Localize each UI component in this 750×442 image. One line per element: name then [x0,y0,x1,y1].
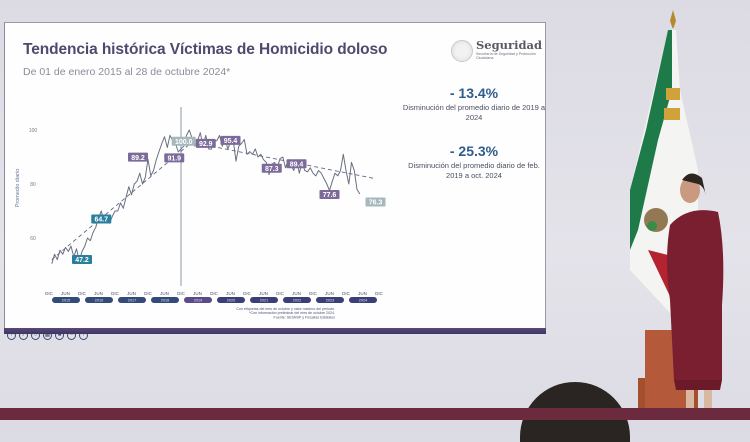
x-tick-label: JUN [259,291,268,296]
x-tick-label: JUN [193,291,202,296]
year-pill: 2015 [52,297,80,303]
year-pill: 2022 [283,297,311,303]
x-tick-label: JUN [61,291,70,296]
x-tick-label: DIC [210,291,219,296]
year-pill: 2019 [184,297,212,303]
y-tick-label: 100 [29,128,38,134]
data-label: 100.0 [171,136,196,146]
footnote-line: Fuente: SESNSP y Fiscalías Estatales [274,315,336,319]
svg-text:92.9: 92.9 [199,141,213,148]
footnote-line: *Con información preliminar del mes de o… [249,311,335,315]
x-tick-label: JUN [358,291,367,296]
svg-text:2022: 2022 [293,299,301,303]
presentation-slide: Tendencia histórica Víctimas de Homicidi… [4,22,549,340]
x-tick-label: DIC [111,291,120,296]
year-pill: 2016 [85,297,113,303]
svg-text:2017: 2017 [128,299,136,303]
x-tick-label: DIC [243,291,252,296]
svg-text:2015: 2015 [62,299,70,303]
svg-text:95.4: 95.4 [224,138,238,145]
trend-line [51,143,191,260]
svg-text:2024: 2024 [359,299,367,303]
footnote-line: Con etiquetas del mes de octubre y valor… [236,307,335,311]
svg-text:91.9: 91.9 [167,155,181,162]
svg-text:2016: 2016 [95,299,103,303]
x-tick-label: DIC [309,291,318,296]
svg-text:87.3: 87.3 [265,166,279,173]
svg-text:64.7: 64.7 [94,217,108,224]
data-label: 89.2 [128,152,148,162]
svg-text:2021: 2021 [260,299,268,303]
trend-line [183,140,376,180]
year-pill: 2020 [217,297,245,303]
stat-2019-2024: - 13.4% Disminución del promedio diario … [399,85,549,122]
homicide-daily-average-line [51,129,361,264]
svg-text:2019: 2019 [194,299,202,303]
logo-subtitle: Secretaría de Seguridad y Protección Ciu… [476,52,536,61]
y-tick-label: 80 [30,182,36,188]
svg-text:89.4: 89.4 [290,161,304,168]
svg-text:47.2: 47.2 [75,257,89,264]
year-pill: 2024 [349,297,377,303]
data-label: 91.9 [164,153,185,162]
stat-value: - 25.3% [449,143,499,159]
year-pill: 2023 [316,297,344,303]
x-tick-label: DIC [144,291,153,296]
x-tick-label: DIC [276,291,285,296]
x-tick-label: JUN [292,291,301,296]
speaker [667,173,724,410]
stat-description: Disminución del promedio diario de feb. … [408,161,540,180]
svg-text:100.0: 100.0 [175,139,193,146]
x-tick-label: JUN [325,291,334,296]
x-tick-label: DIC [375,291,384,296]
flagpole-finial [670,10,676,28]
data-label: 89.4 [286,159,307,168]
floor-carpet [0,408,750,420]
logo-name: Seguridad [476,38,542,52]
slide-bottom-bar [4,328,546,334]
x-tick-label: JUN [127,291,136,296]
data-label: 92.9 [195,138,216,148]
x-tick-label: DIC [342,291,351,296]
seguridad-logo: Seguridad Secretaría de Seguridad y Prot… [451,38,542,66]
svg-text:2018: 2018 [161,299,169,303]
x-tick-label: DIC [45,291,54,296]
svg-text:77.6: 77.6 [323,192,337,199]
stat-description: Disminución del promedio diario de 2019 … [402,103,546,122]
data-label: 64.7 [91,214,112,224]
stat-feb2019-oct2024: - 25.3% Disminución del promedio diario … [399,143,549,180]
data-label: 76.3 [365,197,386,207]
data-label: 95.4 [220,135,241,145]
svg-text:76.3: 76.3 [369,200,383,207]
y-tick-label: 60 [30,236,36,242]
x-tick-label: JUN [226,291,235,296]
slide-title: Tendencia histórica Víctimas de Homicidi… [23,41,388,58]
x-tick-label: JUN [94,291,103,296]
x-tick-label: DIC [177,291,186,296]
svg-text:2023: 2023 [326,299,334,303]
year-pill: 2021 [250,297,278,303]
svg-text:2020: 2020 [227,299,235,303]
data-label: 77.6 [319,189,340,199]
svg-text:89.2: 89.2 [131,155,145,162]
year-pill: 2017 [118,297,146,303]
homicide-trend-chart: Promedio diario 60 80 100 47.2 64.7 89.2 91.9 10… [15,107,386,319]
data-label: 87.3 [261,163,282,173]
data-label: 47.2 [72,255,92,264]
year-pill: 2018 [151,297,179,303]
x-tick-label: JUN [160,291,169,296]
slide-subtitle: De 01 de enero 2015 al 28 de octubre 202… [23,66,231,78]
national-seal-icon [451,40,473,62]
stat-value: - 13.4% [449,85,499,101]
x-tick-label: DIC [78,291,87,296]
y-axis-label: Promedio diario [15,169,21,208]
